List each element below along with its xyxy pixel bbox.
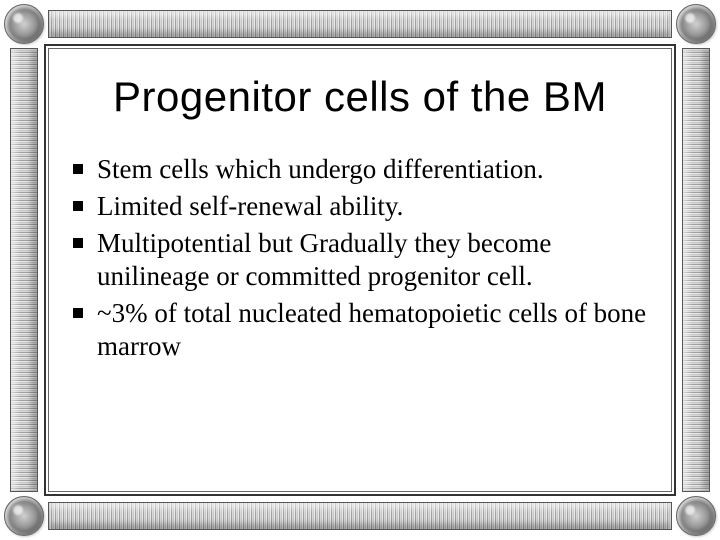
- frame-corner-bottom-left: [4, 496, 44, 536]
- bullet-item: ~3% of total nucleated hematopoietic cel…: [69, 297, 651, 363]
- frame-rail-top: [48, 10, 672, 38]
- frame-corner-top-left: [4, 4, 44, 44]
- frame-corner-top-right: [676, 4, 716, 44]
- frame-rail-right: [682, 48, 710, 492]
- frame-corner-bottom-right: [676, 496, 716, 536]
- frame-rail-left: [10, 48, 38, 492]
- bullet-item: Stem cells which undergo differentiation…: [69, 153, 651, 186]
- slide-content: Progenitor cells of the BM Stem cells wh…: [55, 55, 665, 485]
- bullet-item: Multipotential but Gradually they become…: [69, 227, 651, 293]
- bullet-list: Stem cells which undergo differentiation…: [65, 153, 655, 363]
- frame-rail-bottom: [48, 502, 672, 530]
- slide-title: Progenitor cells of the BM: [65, 73, 655, 121]
- bullet-item: Limited self-renewal ability.: [69, 190, 651, 223]
